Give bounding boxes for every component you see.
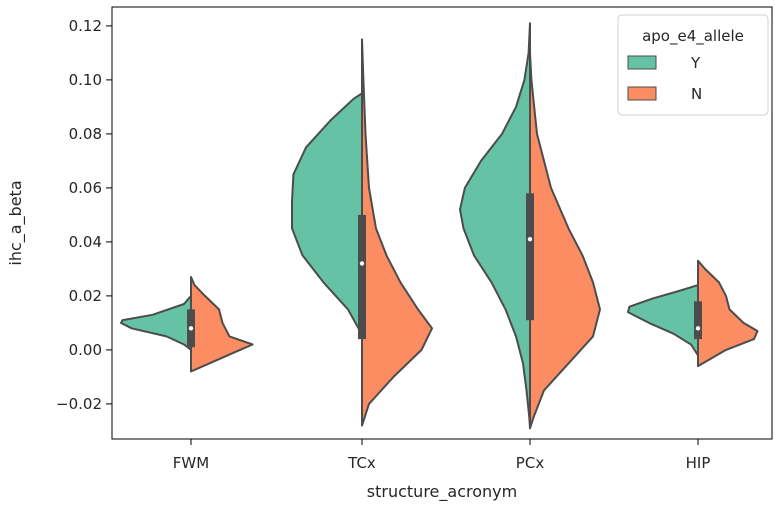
violin-fwm-n [190,276,254,373]
y-tick-label: 0.04 [69,233,102,251]
y-tick-label: 0.10 [69,71,102,89]
violin-tcx-n [361,38,433,427]
legend-swatch-y [627,55,657,70]
y-tick-label: 0.00 [69,341,102,359]
legend-swatch-n [627,86,657,101]
y-axis-label: ihc_a_beta [6,180,26,265]
violin-hip-n [697,259,759,368]
x-axis: FWM TCx PCx HIP [173,439,711,472]
boxes-layer [187,52,702,364]
legend-label-n: N [691,85,702,103]
legend-title: apo_e4_allele [642,27,744,46]
x-tick-label: FWM [173,454,209,472]
violin-tcx-y [291,92,363,338]
violin-pcx-n [529,51,601,430]
median-hip [695,326,701,331]
y-tick-label: 0.06 [69,179,102,197]
box-hip [694,301,702,340]
median-tcx [359,261,365,266]
x-axis-label: structure_acronym [367,482,517,502]
plot-frame [111,6,773,440]
violin-fwm-y [120,294,192,351]
violin-hip-y [627,284,699,357]
legend: apo_e4_allele Y N [617,14,769,116]
violin-pcx-y [459,22,531,430]
x-tick-label: HIP [686,454,711,472]
legend-label-y: Y [690,54,701,72]
box-tcx [358,214,366,340]
median-pcx [527,237,533,242]
y-tick-label: 0.08 [69,125,102,143]
x-tick-label: PCx [516,454,545,472]
y-tick-label: −0.02 [56,395,102,413]
y-tick-label: 0.12 [69,17,102,35]
y-axis: −0.02 0.00 0.02 0.04 0.06 0.08 0.10 0.12 [56,17,112,413]
y-tick-label: 0.02 [69,287,102,305]
x-tick-label: TCx [347,454,376,472]
violins-layer [120,22,759,430]
box-pcx [526,193,534,321]
median-fwm [188,326,194,331]
